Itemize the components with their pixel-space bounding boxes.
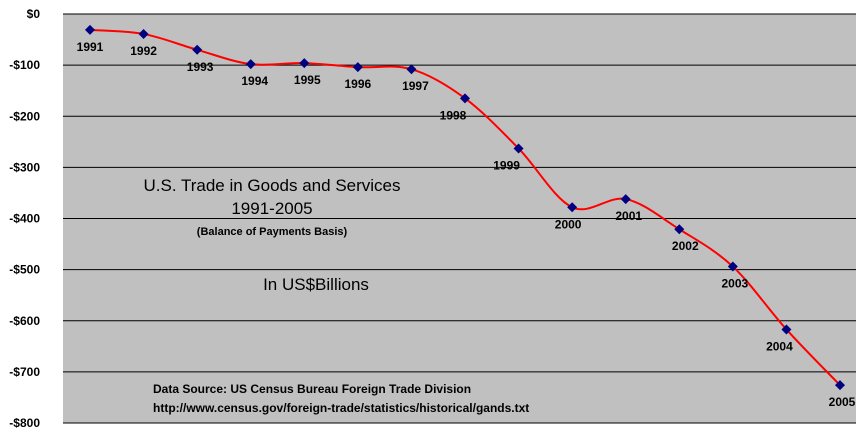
data-point-marker — [727, 261, 738, 272]
y-tick-label: $0 — [27, 7, 41, 21]
data-point-marker — [567, 202, 578, 213]
y-tick-label: -$800 — [9, 416, 40, 430]
year-label: 2000 — [555, 217, 582, 231]
chart-subtitle: (Balance of Payments Basis) — [197, 226, 348, 238]
data-point-marker — [299, 58, 310, 69]
data-point-marker — [460, 93, 470, 104]
data-point-marker — [245, 59, 256, 70]
year-label: 1996 — [345, 77, 372, 91]
y-tick-label: -$400 — [9, 212, 40, 226]
year-label: 1997 — [402, 79, 429, 93]
year-label: 2003 — [722, 277, 749, 291]
y-tick-label: -$300 — [9, 160, 40, 174]
data-point-marker — [513, 143, 524, 154]
data-source-url: http://www.census.gov/foreign-trade/stat… — [153, 401, 529, 415]
data-point-marker — [85, 24, 95, 35]
y-tick-label: -$600 — [9, 314, 40, 328]
year-label: 1993 — [187, 60, 214, 74]
data-point-marker — [781, 324, 792, 335]
year-label: 1995 — [294, 73, 321, 87]
year-label: 2001 — [615, 209, 642, 223]
year-label: 1994 — [241, 74, 268, 88]
year-label: 1992 — [130, 44, 157, 58]
year-label: 1999 — [493, 158, 520, 172]
data-point-marker — [835, 380, 845, 391]
year-label: 2004 — [766, 339, 793, 353]
chart-title: U.S. Trade in Goods and Services — [143, 176, 400, 195]
year-label: 2002 — [672, 239, 699, 253]
y-tick-label: -$700 — [9, 365, 40, 379]
units-label: In US$Billions — [263, 275, 369, 294]
year-label: 2005 — [829, 395, 856, 409]
gridlines — [63, 13, 856, 424]
y-tick-label: -$100 — [9, 58, 40, 72]
y-axis-ticks: $0 -$100 -$200 -$300 -$400 -$500 -$600 -$700 -$8… — [9, 7, 40, 430]
data-point-marker — [406, 64, 417, 75]
data-point-marker — [352, 62, 363, 73]
year-label: 1998 — [440, 108, 467, 122]
data-source-line: Data Source: US Census Bureau Foreign Tr… — [153, 382, 471, 396]
y-tick-label: -$500 — [9, 263, 40, 277]
data-markers — [85, 24, 845, 391]
y-tick-label: -$200 — [9, 109, 40, 123]
data-point-marker — [192, 44, 203, 55]
data-point-marker — [620, 194, 631, 205]
data-point-marker — [138, 28, 149, 39]
trade-balance-line — [89, 28, 841, 386]
data-point-marker — [674, 224, 685, 235]
year-labels: 1991 1992 1993 1994 1995 1996 1997 1998 1999 2000… — [77, 40, 856, 409]
year-label: 1991 — [77, 40, 104, 54]
chart-title-years: 1991-2005 — [231, 199, 312, 218]
